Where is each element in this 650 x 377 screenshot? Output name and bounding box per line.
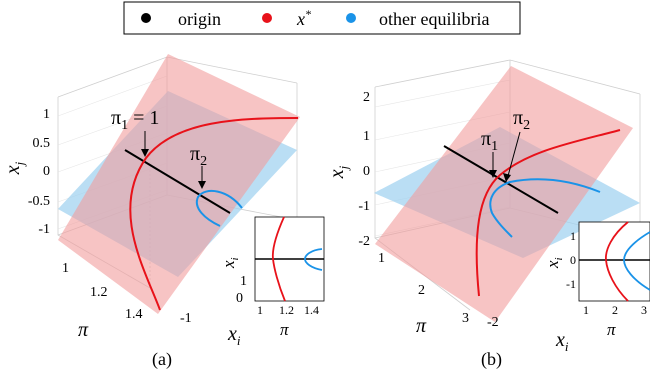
panel-b-pi-ticks: 1 2 3 — [378, 251, 469, 326]
panel-a-pi-tick: 1.4 — [125, 307, 143, 322]
panel-a: π1 = 1 π2 1 0.5 0 -0.5 -1 xj 1 1.2 1.4 π… — [2, 54, 325, 370]
panel-b-pi1-annotation: π1 — [481, 128, 498, 154]
panel-b-inset-xticks: 1 2 3 — [583, 303, 647, 317]
panel-b-pi-tick: 3 — [462, 311, 469, 326]
panel-b-pi2-arrowhead — [503, 173, 511, 182]
panel-a-xstar-curve — [129, 117, 299, 311]
panel-b-inset-yticks: 1 0 -1 — [566, 229, 576, 291]
panel-b-caption: (b) — [481, 349, 502, 370]
panel-a-inset-other-curve — [304, 248, 323, 271]
panel-a-pi1-annotation: π1 = 1 — [111, 107, 159, 133]
panel-a-pi1-arrowhead — [141, 149, 149, 157]
panel-a-xj-tick: -1 — [38, 222, 50, 237]
panel-a-inset-xticks: 1 1.2 1.4 — [257, 303, 319, 317]
legend-origin-marker — [141, 13, 151, 23]
panel-b-inset-ytick: 0 — [570, 253, 576, 267]
panel-b-inset-xtick: 1 — [583, 303, 589, 317]
panel-a-pi-tick: 1 — [62, 261, 69, 276]
panel-b-pi1-arrowhead — [489, 170, 497, 178]
legend-xstar-label: x* — [296, 7, 311, 29]
panel-b-xi-label: xi — [555, 329, 569, 354]
panel-b-inset-xtick: 2 — [612, 303, 618, 317]
panel-b-inset: xi 1 0 -1 1 2 3 π — [543, 221, 650, 339]
panel-a-xj-label: xj — [2, 161, 27, 175]
panel-a-xi-label: xi — [227, 323, 241, 348]
panel-a-pi-ticks: 1 1.2 1.4 — [62, 261, 143, 322]
panel-a-pi2-arrowhead — [198, 181, 206, 189]
panel-a-xi-tick: 0 — [236, 291, 243, 306]
panel-a-caption: (a) — [152, 349, 172, 370]
panel-b-inset-other-curve — [623, 231, 650, 291]
panel-b-inset-ytick: 1 — [570, 229, 576, 243]
panel-b-pi-tick: 2 — [418, 283, 425, 298]
panel-b-inset-xstar-curve — [605, 221, 629, 302]
panel-b-red-plane — [375, 66, 633, 322]
panel-b-xj-tick: 1 — [363, 129, 370, 144]
legend-xstar-marker — [262, 13, 272, 23]
panel-b-pi2-arrow — [507, 131, 521, 177]
panel-a-inset: xi 1 1.2 1.4 π — [219, 216, 325, 339]
panel-a-xj-tick: 0 — [43, 164, 50, 179]
panel-a-red-plane — [58, 54, 300, 314]
panel-b-pi-label: π — [416, 315, 427, 337]
panel-b-xj-tick: -2 — [358, 234, 370, 249]
legend-box — [123, 1, 521, 35]
legend-other-marker — [346, 13, 356, 23]
panel-b-inset-xlabel: π — [607, 320, 616, 339]
panel-b-other-curve — [489, 178, 601, 238]
panel-a-inset-xlabel: π — [280, 320, 289, 339]
panel-a-xj-tick: -0.5 — [28, 194, 50, 209]
panel-b-inset-frame — [578, 221, 650, 302]
panel-a-pi-tick: 1.2 — [90, 285, 108, 300]
panel-a-pi-label: π — [78, 319, 89, 341]
panel-a-xi-tick: -1 — [180, 311, 192, 326]
panel-b-pi-tick: 1 — [378, 251, 385, 266]
panel-b-xj-tick: 0 — [363, 164, 370, 179]
panel-b-inset-ytick: -1 — [566, 277, 576, 291]
legend-other-label: other equilibria — [379, 9, 489, 29]
panel-b: π1 π2 2 1 0 -1 -2 xj 1 2 3 π -2 xi xi — [326, 59, 650, 370]
panel-b-inset-ylabel: xi — [543, 257, 565, 269]
panel-b-intersection-line — [443, 145, 559, 214]
panel-b-xstar-curve — [475, 129, 621, 297]
panel-a-xj-ticks: 1 0.5 0 -0.5 -1 — [28, 107, 50, 237]
panel-b-xi-tick: -2 — [487, 315, 499, 330]
panel-a-inset-xtick: 1.4 — [304, 303, 319, 317]
panel-a-inset-xtick: 1.2 — [279, 303, 294, 317]
panel-a-inset-xstar-curve — [271, 216, 286, 302]
panel-b-xj-label: xj — [326, 165, 351, 179]
legend: origin x* other equilibria — [123, 1, 521, 35]
panel-b-xj-tick: 2 — [363, 90, 370, 105]
panel-a-xi-tick: 1 — [240, 274, 247, 289]
panel-a-xj-tick: 0.5 — [33, 136, 51, 151]
panel-a-inset-ylabel: xi — [219, 257, 241, 269]
panel-a-xi-ticks: 1 0 -1 — [180, 274, 247, 326]
legend-origin-label: origin — [178, 9, 221, 29]
panel-a-other-curve — [195, 189, 243, 227]
panel-b-xi-ticks: -2 — [487, 315, 499, 330]
panel-a-pi2-annotation: π2 — [190, 143, 207, 169]
panel-b-pi2-annotation: π2 — [513, 107, 530, 133]
panel-b-inset-xtick: 3 — [641, 303, 647, 317]
panel-a-inset-xtick: 1 — [257, 303, 263, 317]
panel-b-xj-ticks: 2 1 0 -1 -2 — [358, 90, 370, 249]
panel-a-xj-tick: 1 — [43, 107, 50, 122]
panel-a-intersection-line — [124, 149, 231, 214]
panel-b-xj-tick: -1 — [358, 199, 370, 214]
